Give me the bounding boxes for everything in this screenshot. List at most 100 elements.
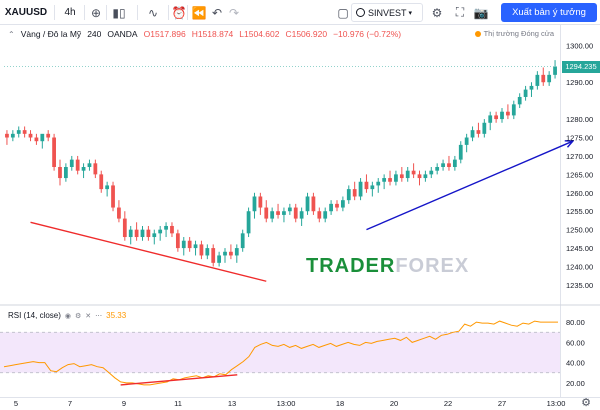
time-tick-label: 18	[336, 399, 344, 408]
publish-idea-button[interactable]: Xuất bản ý tưởng	[501, 3, 597, 22]
trendline	[120, 374, 238, 386]
rsi-band	[0, 332, 560, 373]
settings-icon[interactable]: ⚙	[431, 5, 443, 20]
legend-low: L1504.602	[239, 29, 280, 39]
undo-icon[interactable]: ↶	[211, 5, 223, 20]
candle-body	[452, 159, 457, 167]
time-axis: 5 7 9 11 13 13:00 18 20 22 27 13:00	[14, 399, 565, 408]
eye-icon[interactable]: ◉	[64, 312, 72, 320]
price-tick-label: 1255.00	[566, 207, 593, 216]
candle-body	[358, 181, 363, 197]
price-axis-border	[560, 25, 561, 398]
trendline	[366, 140, 574, 231]
more-icon[interactable]: ⋯	[95, 312, 103, 320]
compare-icon[interactable]: ⊕	[90, 5, 102, 20]
top-toolbar: XAUUSD 4h ⊕ ▮▯ ∿ ⏰ ⏪ ↶ ↷ ▢ SINVEST ▾ ⚙ ⛶…	[0, 0, 600, 25]
candle-body	[205, 248, 210, 256]
collapse-icon[interactable]: ⌃	[8, 29, 15, 39]
time-tick-label: 5	[14, 399, 18, 408]
candle-body	[352, 189, 357, 197]
instrument-title: Vàng / Đô la Mỹ	[20, 29, 82, 39]
candle-body	[276, 211, 280, 215]
candle-body	[488, 115, 493, 123]
time-tick-label: 13:00	[277, 399, 296, 408]
price-axis: 1300.00 1290.00 1280.00 1275.00 1270.00 1265.…	[566, 41, 593, 290]
price-tick-label: 1275.00	[566, 134, 593, 143]
candle-body	[34, 137, 39, 142]
candle-body	[335, 203, 339, 208]
annotations-layer	[30, 140, 575, 386]
rsi-tick-label: 60.00	[566, 338, 585, 347]
candle-body	[211, 248, 216, 263]
candle-body	[394, 174, 398, 182]
close-icon[interactable]: ✕	[85, 312, 92, 320]
price-tick-label: 1280.00	[566, 115, 593, 124]
indicators-icon[interactable]: ∿	[147, 5, 159, 20]
price-tick-label: 1300.00	[566, 41, 593, 50]
candle-body	[553, 66, 557, 75]
price-tick-label: 1240.00	[566, 263, 593, 272]
candle-body	[305, 196, 310, 212]
watermark-part2: FOREX	[395, 255, 470, 277]
candle-body	[429, 170, 434, 175]
candle-body	[535, 74, 540, 86]
candle-body	[399, 174, 404, 179]
market-status: Thị trường Đóng cửa	[474, 29, 554, 38]
candle-body	[411, 170, 416, 175]
candles-icon[interactable]: ▮▯	[112, 5, 126, 20]
candle-body	[376, 181, 381, 186]
candle-body	[10, 133, 15, 138]
candle-body	[87, 163, 92, 167]
chart-settings-icon[interactable]: ⚙	[581, 397, 591, 409]
candle-body	[494, 115, 499, 120]
candle-body	[229, 251, 233, 256]
candle-body	[346, 189, 351, 201]
candle-body	[364, 181, 369, 190]
broker-selector[interactable]: SINVEST ▾	[351, 3, 423, 22]
candle-body	[81, 167, 86, 171]
candle-body	[311, 196, 316, 212]
broker-label: SINVEST	[368, 7, 407, 18]
candle-body	[405, 170, 410, 179]
candle-body	[500, 111, 504, 120]
time-tick-label: 13	[228, 399, 236, 408]
candle-body	[340, 200, 345, 208]
replay-icon[interactable]: ⏪	[191, 5, 207, 20]
alert-icon[interactable]: ⏰	[171, 5, 187, 20]
time-tick-label: 27	[498, 399, 506, 408]
symbol-search[interactable]: XAUUSD	[4, 7, 48, 18]
candle-body	[158, 229, 163, 234]
fullscreen-icon[interactable]: ⛶	[455, 5, 465, 19]
candle-body	[146, 229, 151, 238]
candle-body	[529, 85, 534, 90]
toolbar-divider	[168, 5, 169, 20]
settings-icon[interactable]: ⚙	[75, 312, 82, 320]
status-dot-icon	[474, 30, 481, 37]
redo-icon[interactable]: ↷	[228, 5, 240, 20]
candle-body	[423, 174, 428, 179]
toolbar-divider	[137, 5, 138, 20]
camera-icon[interactable]: 📷	[473, 5, 489, 20]
candle-body	[547, 74, 552, 83]
candle-body	[52, 137, 56, 167]
candle-body	[282, 211, 286, 215]
toolbar-divider	[84, 5, 85, 20]
candle-body	[93, 163, 98, 175]
price-tick-label: 1250.00	[566, 226, 593, 235]
candle-body	[517, 96, 522, 105]
candle-body	[441, 163, 445, 167]
trendline-arrowhead	[564, 140, 575, 148]
legend-high: H1518.874	[191, 29, 234, 39]
interval-selector[interactable]: 4h	[64, 7, 76, 18]
candle-body	[111, 185, 115, 208]
candle-body	[382, 178, 387, 182]
candle-body	[105, 185, 110, 190]
rsi-legend: RSI (14, close) ◉ ⚙ ✕ ⋯ 35.33	[8, 311, 126, 320]
toolbar-divider	[187, 5, 188, 20]
layout-icon[interactable]: ▢	[337, 5, 349, 20]
candle-body	[217, 255, 222, 263]
time-tick-label: 9	[122, 399, 126, 408]
candle-body	[152, 233, 157, 238]
candle-body	[523, 89, 528, 97]
